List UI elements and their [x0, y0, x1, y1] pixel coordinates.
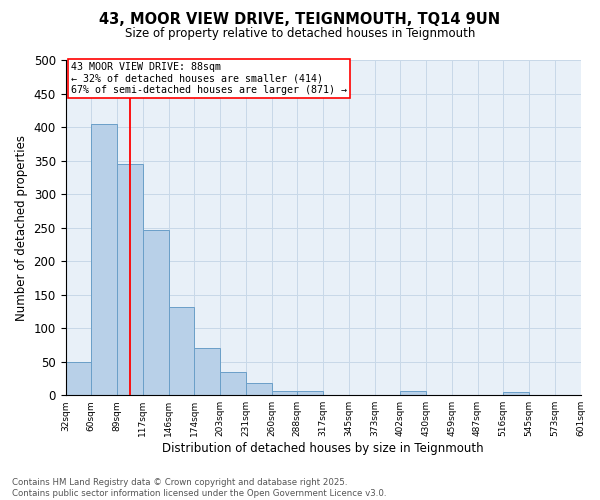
Bar [297, 391, 323, 395]
Bar [169, 306, 194, 395]
Text: 43 MOOR VIEW DRIVE: 88sqm
← 32% of detached houses are smaller (414)
67% of semi: 43 MOOR VIEW DRIVE: 88sqm ← 32% of detac… [71, 62, 347, 95]
Bar [503, 392, 529, 395]
Bar [143, 230, 169, 395]
Text: Size of property relative to detached houses in Teignmouth: Size of property relative to detached ho… [125, 28, 475, 40]
Text: 43, MOOR VIEW DRIVE, TEIGNMOUTH, TQ14 9UN: 43, MOOR VIEW DRIVE, TEIGNMOUTH, TQ14 9U… [100, 12, 500, 28]
Bar [65, 362, 91, 395]
Bar [220, 372, 246, 395]
Bar [194, 348, 220, 395]
Bar [91, 124, 117, 395]
X-axis label: Distribution of detached houses by size in Teignmouth: Distribution of detached houses by size … [162, 442, 484, 455]
Bar [246, 383, 272, 395]
Text: Contains HM Land Registry data © Crown copyright and database right 2025.
Contai: Contains HM Land Registry data © Crown c… [12, 478, 386, 498]
Bar [272, 391, 297, 395]
Bar [400, 391, 426, 395]
Bar [117, 164, 143, 395]
Y-axis label: Number of detached properties: Number of detached properties [15, 134, 28, 320]
